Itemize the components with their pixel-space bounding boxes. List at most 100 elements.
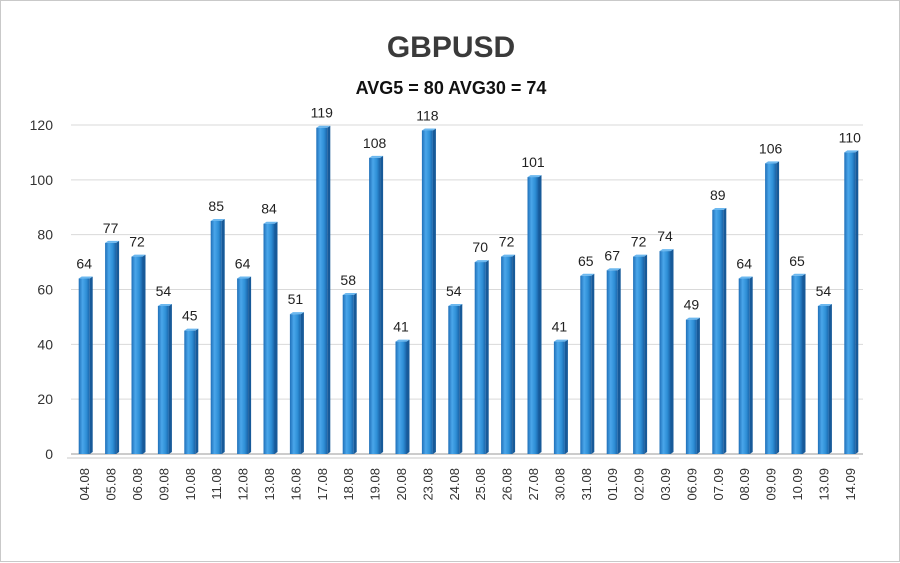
bar-top <box>817 303 832 306</box>
x-tick-label: 11.08 <box>209 468 224 500</box>
x-tick-label: 10.08 <box>183 468 198 501</box>
bar <box>474 262 486 454</box>
x-tick-label: 01.09 <box>605 468 620 501</box>
bar <box>78 278 90 454</box>
x-tick-label: 23.08 <box>420 468 435 501</box>
bar-top <box>553 339 568 342</box>
data-label: 54 <box>816 283 832 299</box>
bar-top <box>105 240 120 243</box>
bar-side <box>195 328 199 454</box>
x-tick-label: 05.08 <box>104 468 119 501</box>
data-label: 64 <box>76 256 92 272</box>
bar-side <box>512 254 516 454</box>
y-tick-label: 120 <box>30 117 54 133</box>
bar <box>633 256 645 454</box>
bar <box>316 127 328 454</box>
data-label: 64 <box>235 256 251 272</box>
bar <box>844 152 856 454</box>
data-label: 51 <box>288 291 304 307</box>
x-tick-label: 14.09 <box>843 468 858 501</box>
bar-top <box>131 254 146 257</box>
bar-top <box>606 268 621 271</box>
bar-side <box>353 292 357 454</box>
x-tick-label: 08.09 <box>737 468 752 501</box>
bar-side <box>142 254 146 454</box>
data-label: 65 <box>789 253 805 269</box>
bar-side <box>828 303 832 454</box>
data-label: 41 <box>552 319 568 335</box>
bar-side <box>855 150 859 454</box>
bar-top <box>844 150 859 153</box>
data-label: 89 <box>710 187 726 203</box>
bar <box>369 157 381 454</box>
bar <box>765 163 777 454</box>
x-tick-label: 30.08 <box>552 468 567 501</box>
bar-top <box>659 249 674 252</box>
bar-top <box>633 254 648 257</box>
bar-side <box>248 276 252 454</box>
bar-top <box>738 276 753 279</box>
bar-top <box>448 303 463 306</box>
bar-side <box>617 268 621 454</box>
bar-side <box>749 276 753 454</box>
bar <box>237 278 249 454</box>
bar <box>210 220 222 454</box>
bar-side <box>564 339 568 454</box>
data-label: 54 <box>446 283 462 299</box>
bar <box>421 130 433 454</box>
bar-top <box>342 292 357 295</box>
bar <box>527 177 539 454</box>
data-label: 70 <box>472 239 488 255</box>
bar-top <box>210 218 225 221</box>
bar <box>712 209 724 454</box>
bar-top <box>685 317 700 320</box>
x-tick-label: 09.08 <box>156 468 171 501</box>
bar-top <box>791 273 806 276</box>
bar-top <box>157 303 172 306</box>
bar-top <box>527 175 542 178</box>
bar-side <box>300 312 304 454</box>
data-label: 85 <box>208 198 224 214</box>
x-tick-label: 06.08 <box>130 468 145 501</box>
x-tick-label: 03.09 <box>658 468 673 501</box>
data-label: 110 <box>839 129 862 145</box>
x-tick-label: 07.09 <box>711 468 726 501</box>
x-tick-label: 18.08 <box>341 468 356 501</box>
bar-top <box>369 155 384 158</box>
x-tick-label: 24.08 <box>447 468 462 501</box>
bar <box>342 294 354 454</box>
bar-side <box>670 249 674 454</box>
bar-side <box>432 128 436 454</box>
data-label: 101 <box>521 154 545 170</box>
data-label: 72 <box>499 234 515 250</box>
bar <box>184 330 196 454</box>
bar <box>659 251 671 454</box>
bar <box>157 305 169 454</box>
bar-side <box>485 260 489 454</box>
y-tick-label: 0 <box>45 446 53 462</box>
bar-top <box>474 260 489 263</box>
bar-top <box>712 207 727 210</box>
bar <box>685 319 697 454</box>
x-tick-label: 16.08 <box>288 468 303 501</box>
bar-top <box>580 273 595 276</box>
y-tick-label: 20 <box>37 391 53 407</box>
bar <box>448 305 460 454</box>
data-label: 45 <box>182 308 198 324</box>
bar-top <box>78 276 93 279</box>
data-label: 119 <box>311 105 334 121</box>
bar <box>131 256 143 454</box>
data-label: 72 <box>631 234 647 250</box>
bar-top <box>501 254 516 257</box>
y-tick-label: 80 <box>37 227 53 243</box>
bar-side <box>802 273 806 454</box>
bar-top <box>765 161 780 164</box>
bar-side <box>644 254 648 454</box>
data-label: 118 <box>416 107 439 123</box>
x-tick-label: 04.08 <box>77 468 92 501</box>
data-label: 84 <box>261 201 277 217</box>
bar-side <box>89 276 93 454</box>
bar-side <box>221 218 225 454</box>
